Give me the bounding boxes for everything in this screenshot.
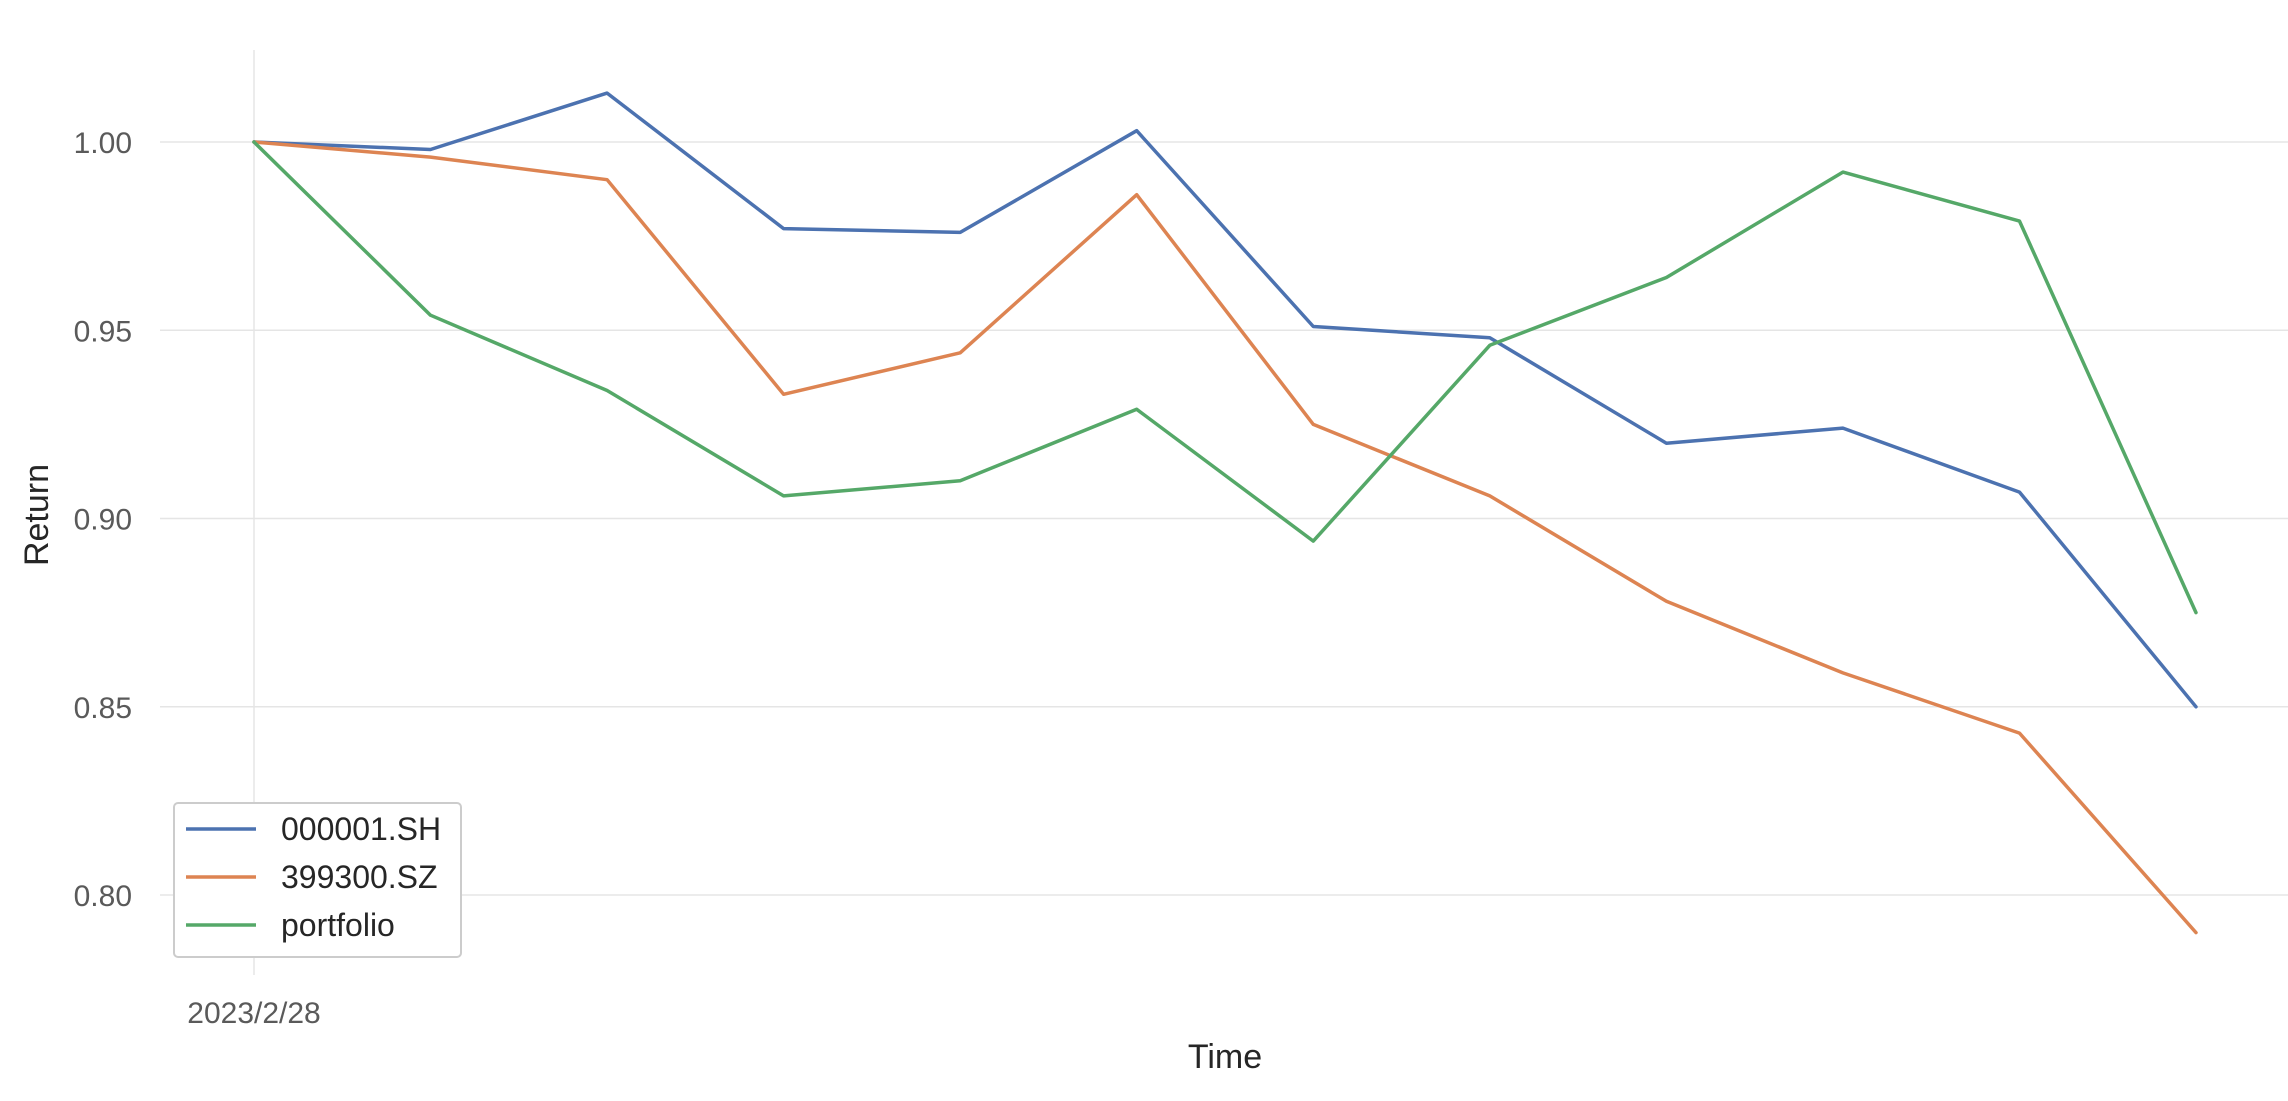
legend: 000001.SH 399300.SZ portfolio [173,802,462,958]
y-tick-label: 0.85 [74,692,132,725]
legend-label: 000001.SH [281,811,441,847]
y-axis-label: Return [18,464,56,566]
tick-labels: 0.80 0.85 0.90 0.95 1.00 2023/2/28 [74,127,321,1030]
series-line-3 [252,140,2198,615]
y-tick-label: 0.95 [74,315,132,348]
y-tick-label: 0.90 [74,504,132,537]
legend-label: portfolio [281,907,395,943]
series-line-1 [252,91,2198,709]
legend-box [173,802,462,958]
y-tick-label: 1.00 [74,127,132,160]
x-axis-label: Time [1188,1038,1262,1076]
y-tick-label: 0.80 [74,880,132,913]
legend-label: 399300.SZ [281,859,438,895]
grid-layer [160,50,2288,975]
series-lines [252,91,2198,935]
x-tick-label: 2023/2/28 [187,997,320,1030]
legend-items: 000001.SH 399300.SZ portfolio [186,811,441,943]
series-line-2 [252,140,2198,935]
